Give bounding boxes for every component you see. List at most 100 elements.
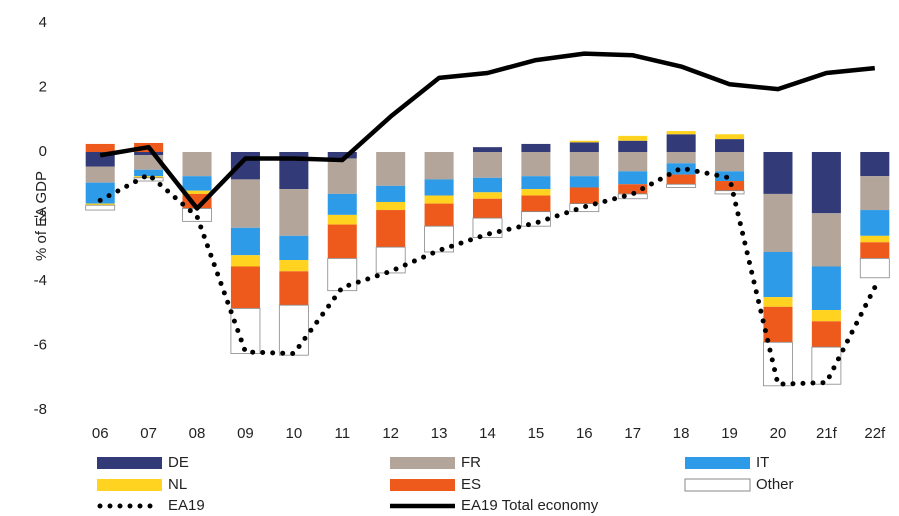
line xyxy=(99,51,876,211)
y-tick-label: -6 xyxy=(34,336,47,353)
bar-segment xyxy=(569,187,599,204)
bar-segment xyxy=(230,255,260,267)
bar-segment xyxy=(134,152,164,156)
bar-segment xyxy=(715,134,745,140)
bar-segment xyxy=(715,152,745,172)
bar-segment xyxy=(85,204,116,211)
bar-segment xyxy=(134,169,164,177)
bar-segment xyxy=(521,143,551,152)
x-tick-label: 18 xyxy=(673,425,690,442)
legend-label: IT xyxy=(756,454,769,471)
x-tick-label: 20 xyxy=(770,425,787,442)
y-tick-label: -8 xyxy=(34,401,47,418)
bar-segment xyxy=(424,152,454,180)
bar-segment xyxy=(860,210,890,236)
bar-segment xyxy=(811,152,841,214)
bar-segment xyxy=(666,134,696,152)
bar-segment xyxy=(569,140,599,143)
bar-segment xyxy=(424,195,454,204)
y-tick-label: 4 xyxy=(39,14,47,31)
bar-segment xyxy=(182,176,212,191)
bar-segment xyxy=(279,260,309,272)
x-tick-label: 10 xyxy=(286,425,303,442)
bar-segment xyxy=(763,297,793,307)
bar-segment xyxy=(521,195,551,212)
bar-segment xyxy=(133,177,164,182)
x-tick-label: 19 xyxy=(721,425,738,442)
x-tick-label: 12 xyxy=(382,425,399,442)
bar-segment xyxy=(860,176,890,211)
x-tick-label: 09 xyxy=(237,425,254,442)
bar-segment xyxy=(521,189,551,196)
y-tick-label: 2 xyxy=(39,78,47,95)
legend-swatch xyxy=(97,479,162,491)
bar-segment xyxy=(376,210,406,248)
bar-segment xyxy=(327,193,357,215)
x-tick-label: 17 xyxy=(624,425,641,442)
x-tick-label: 16 xyxy=(576,425,593,442)
y-axis-label: % of EA GDP xyxy=(33,171,50,261)
bar-segment xyxy=(618,135,648,141)
bar-segment xyxy=(230,266,260,309)
bar-segment xyxy=(230,227,260,256)
bar-segment xyxy=(569,142,599,152)
bar-segment xyxy=(811,321,841,348)
legend-label: ES xyxy=(461,476,481,493)
legend-label: EA19 xyxy=(168,497,205,514)
bar-segment xyxy=(279,235,309,261)
bar-segment xyxy=(327,152,357,159)
bar-segment xyxy=(279,271,309,306)
bar-segment xyxy=(376,185,406,202)
bar-segment xyxy=(666,183,697,188)
bar-segment xyxy=(521,152,551,177)
bar-segment xyxy=(327,158,357,194)
bar-segment xyxy=(230,308,261,354)
x-tick-label: 06 xyxy=(92,425,109,442)
bar-segment xyxy=(714,190,745,195)
bar-segment xyxy=(375,246,406,274)
bar-segment xyxy=(811,213,841,267)
legend-label: DE xyxy=(168,454,189,471)
bar-segment xyxy=(763,306,793,343)
bar-segment xyxy=(424,225,455,253)
bar-segment xyxy=(472,152,503,178)
x-tick-label: 08 xyxy=(189,425,206,442)
bar-segment xyxy=(618,152,648,172)
bar-segment xyxy=(860,235,890,243)
bar-segment xyxy=(182,190,212,194)
bar-segment xyxy=(666,174,696,185)
bar-segment xyxy=(521,176,551,190)
bar-segment xyxy=(85,166,115,183)
x-tick-label: 07 xyxy=(140,425,157,442)
bar-segment xyxy=(424,179,454,196)
bar-segment xyxy=(666,131,696,135)
y-tick-label: -2 xyxy=(34,207,47,224)
bar-segment xyxy=(327,258,358,292)
x-tick-label: 14 xyxy=(479,425,496,442)
bar-segment xyxy=(472,192,503,199)
legend-swatch xyxy=(390,457,455,469)
bar-segment xyxy=(715,171,745,182)
bar-segment xyxy=(278,304,309,356)
bar-segment xyxy=(472,217,503,238)
legend-swatch xyxy=(685,457,750,469)
bar-segment xyxy=(618,171,648,185)
legend-swatch xyxy=(390,479,455,491)
bar-segment xyxy=(376,201,406,211)
x-tick-label: 22f xyxy=(864,425,886,442)
bar-segment xyxy=(763,251,793,298)
x-tick-label: 13 xyxy=(431,425,448,442)
bar-segment xyxy=(715,139,745,152)
bar-segment xyxy=(327,214,357,225)
bar-segment xyxy=(811,346,842,385)
x-tick-label: 15 xyxy=(528,425,545,442)
bar-segment xyxy=(666,152,696,164)
bar-segment xyxy=(811,266,841,311)
bar-segment xyxy=(279,189,309,236)
bar-segment xyxy=(666,163,696,175)
y-tick-label: 0 xyxy=(39,143,47,160)
x-tick-label: 21f xyxy=(816,425,838,442)
bar-segment xyxy=(85,182,115,204)
bar-segment xyxy=(230,179,260,228)
bar-segment xyxy=(472,147,503,152)
